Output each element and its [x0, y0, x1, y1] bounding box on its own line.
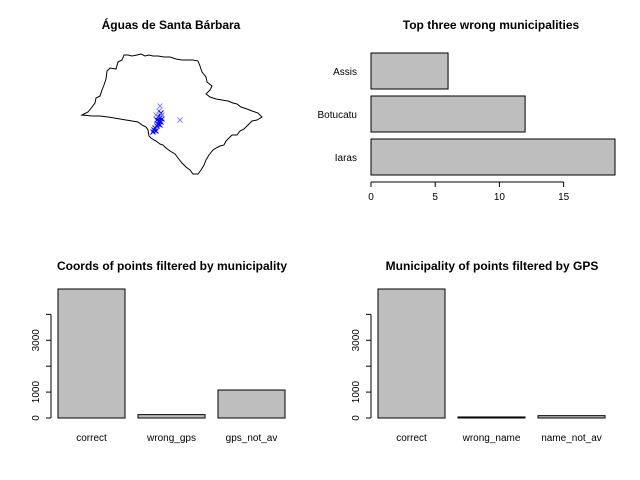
bar-assis: [370, 52, 449, 90]
muni-filtered-title: Municipality of points filtered by GPS: [386, 259, 599, 273]
bar-gps-not-av: [217, 389, 286, 419]
coords-filtered-y-axis: 0 1000 3000: [31, 313, 52, 421]
category-label: gps_not_av: [226, 433, 278, 444]
y-tick-label: 1000: [351, 381, 362, 404]
coords-filtered-bars: correct wrong_gps gps_not_av: [57, 288, 286, 444]
wrong-muni-title: Top three wrong municipalities: [403, 18, 580, 32]
category-label: Iaras: [335, 153, 357, 164]
bar-name-not-av: [537, 415, 606, 419]
wrong-muni-bars: Iaras Botucatu Assis: [318, 52, 616, 176]
y-tick-label: 0: [31, 415, 42, 421]
bar-correct: [377, 288, 446, 419]
x-tick-label: 0: [368, 192, 374, 203]
x-tick-label: 10: [494, 192, 506, 203]
map-point: [153, 112, 159, 118]
category-label: wrong_gps: [146, 433, 196, 444]
muni-filtered-bars: correct wrong_name name_not_av: [377, 288, 606, 444]
bar-iaras: [370, 138, 616, 176]
bar-botucatu: [370, 95, 526, 133]
x-tick-label: 15: [558, 192, 570, 203]
bar-correct: [57, 288, 126, 419]
map-point: [150, 129, 156, 135]
coords-filtered-panel: Coords of points filtered by municipalit…: [31, 259, 287, 444]
map-point: [159, 112, 165, 118]
map-point: [177, 117, 183, 123]
map-points: [150, 103, 183, 135]
bar-wrong-gps: [137, 414, 206, 419]
coords-filtered-title: Coords of points filtered by municipalit…: [57, 259, 287, 273]
wrong-muni-x-axis: 0 5 10 15: [368, 181, 570, 203]
x-tick-label: 5: [432, 192, 438, 203]
y-tick-label: 3000: [31, 329, 42, 352]
y-tick-label: 0: [351, 415, 362, 421]
category-label: correct: [76, 433, 107, 444]
category-label: correct: [396, 433, 427, 444]
bar-wrong-name: [457, 416, 526, 419]
muni-filtered-panel: Municipality of points filtered by GPS c…: [351, 259, 606, 444]
category-label: Assis: [333, 67, 357, 78]
state-outline: [80, 53, 263, 175]
y-tick-label: 3000: [351, 329, 362, 352]
map-title: Águas de Santa Bárbara: [102, 17, 241, 32]
map-panel: Águas de Santa Bárbara: [80, 17, 263, 175]
muni-filtered-y-axis: 0 1000 3000: [351, 313, 372, 421]
category-label: Botucatu: [318, 110, 357, 121]
wrong-muni-panel: Top three wrong municipalities Iaras Botu…: [318, 18, 616, 203]
category-label: name_not_av: [541, 433, 602, 444]
map-point: [157, 103, 163, 109]
y-tick-label: 1000: [31, 381, 42, 404]
category-label: wrong_name: [462, 433, 521, 444]
